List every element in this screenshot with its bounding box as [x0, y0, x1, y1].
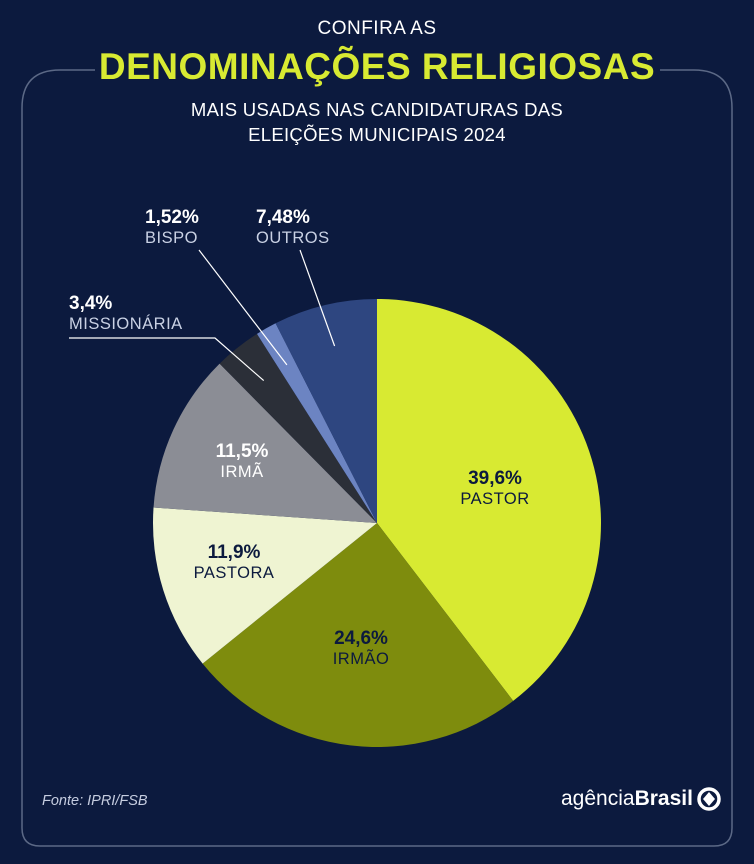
label-outros-pct: 7,48% [256, 207, 310, 228]
logo-text-regular: agência [561, 787, 635, 810]
pie-slice-irmao [202, 523, 514, 748]
agencia-brasil-logo: agência Brasil [561, 786, 722, 812]
subtitle-line2: ELEIÇÕES MUNICIPAIS 2024 [248, 124, 506, 145]
label-irmao-pct: 24,6% [334, 628, 388, 649]
pie-slice-irma [153, 363, 377, 523]
label-pastor-pct: 39,6% [468, 468, 522, 489]
subtitle-line1: MAIS USADAS NAS CANDIDATURAS DAS [190, 99, 564, 120]
pie-slice-bispo [256, 323, 377, 523]
leader-line-outros [299, 249, 336, 347]
label-irma: 11,5% IRMÃ [177, 441, 307, 481]
leader-line-missionaria [69, 337, 265, 382]
label-outros-name: OUTROS [256, 228, 330, 247]
label-irma-pct: 11,5% [215, 441, 269, 462]
source-note: Fonte: IPRI/FSB [42, 793, 148, 809]
label-pastor-name: PASTOR [460, 489, 530, 508]
leader-line-bispo [198, 249, 288, 366]
label-missionaria-name: MISSIONÁRIA [69, 314, 183, 333]
label-missionaria: 3,4% MISSIONÁRIA [69, 293, 183, 333]
label-bispo-pct: 1,52% [145, 207, 199, 228]
logo-mark-icon [697, 787, 721, 811]
label-bispo: 1,52% BISPO [145, 207, 199, 247]
label-pastora: 11,9% PASTORA [169, 542, 299, 582]
logo-text-bold: Brasil [634, 787, 693, 810]
pie-slice-pastora [152, 507, 377, 664]
label-irmao: 24,6% IRMÃO [296, 628, 426, 668]
label-bispo-name: BISPO [145, 228, 198, 247]
label-pastora-pct: 11,9% [207, 542, 261, 563]
pie-slice-missionaria [219, 333, 377, 523]
pie-slice-pastor [377, 299, 601, 701]
page-title: DENOMINAÇÕES RELIGIOSAS [98, 46, 656, 87]
label-irma-name: IRMÃ [220, 462, 264, 481]
pie-slice-outros [275, 299, 377, 523]
label-outros: 7,48% OUTROS [256, 207, 330, 247]
label-pastor: 39,6% PASTOR [430, 468, 560, 508]
label-missionaria-pct: 3,4% [69, 293, 113, 314]
label-irmao-name: IRMÃO [332, 649, 390, 668]
pre-title: CONFIRA AS [317, 18, 437, 39]
label-pastora-name: PASTORA [193, 563, 275, 582]
